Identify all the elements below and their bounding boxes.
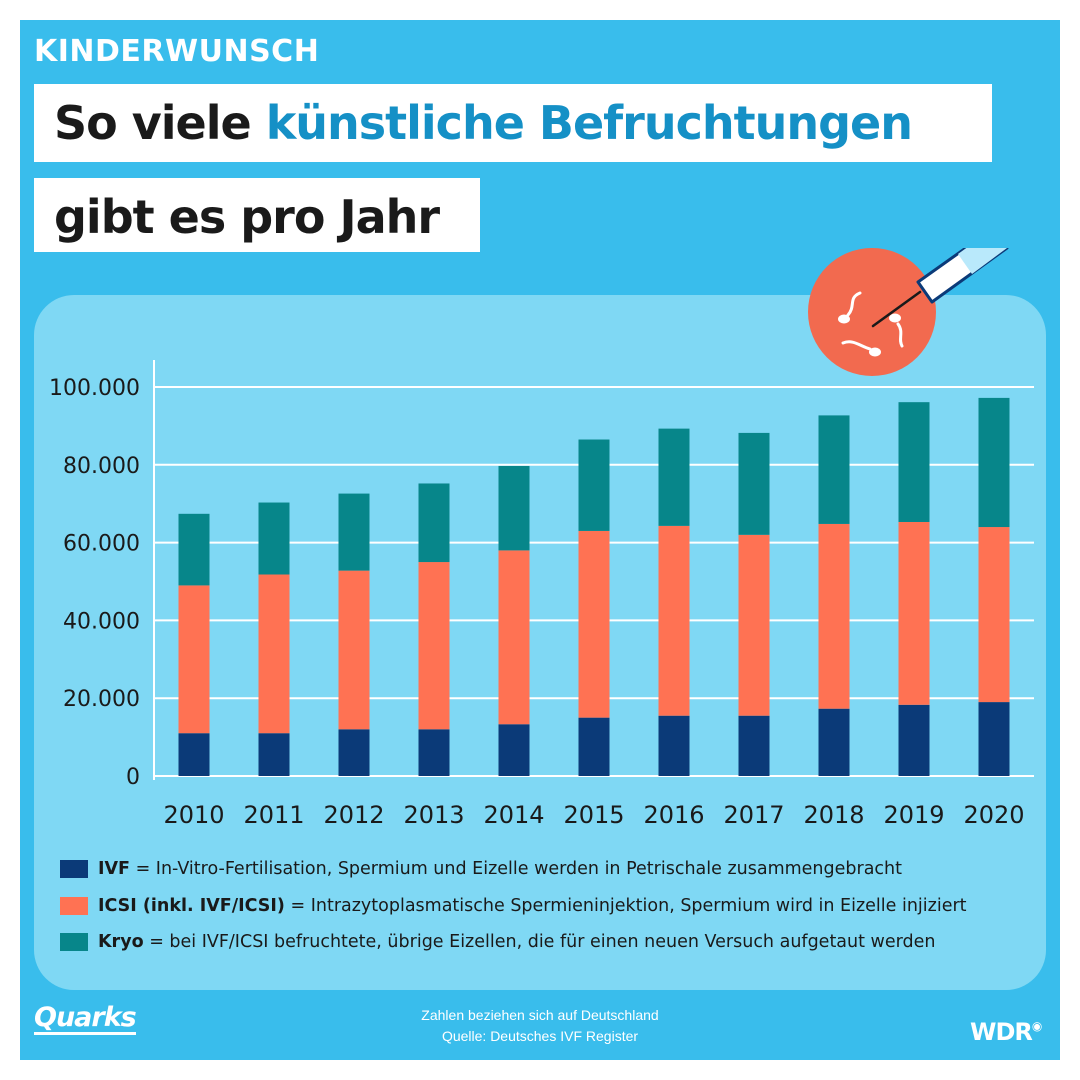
bar-segment: [978, 397, 1010, 528]
title-text: So viele: [54, 96, 266, 150]
wdr-logo-mark: ◉: [1031, 1019, 1043, 1033]
bar-segment: [178, 733, 210, 776]
x-tick-label: 2016: [643, 801, 704, 829]
bar-segment: [738, 715, 770, 776]
bar-segment: [418, 729, 450, 776]
bar-segment: [498, 724, 530, 776]
legend-swatch-ivf: [60, 860, 88, 878]
kicker: KINDERWUNSCH: [34, 34, 320, 69]
bar-segment: [338, 729, 370, 776]
bar-segment: [818, 523, 850, 709]
x-tick-label: 2014: [483, 801, 544, 829]
title-line-1: So viele künstliche Befruchtungen: [34, 84, 992, 162]
bar-segment: [978, 527, 1010, 703]
bar-segment: [498, 550, 530, 725]
bar-segment: [658, 428, 690, 526]
x-tick-label: 2017: [723, 801, 784, 829]
quarks-logo: Quarks: [34, 1002, 137, 1035]
y-tick-label: 20.000: [63, 687, 140, 712]
legend-key: ICSI (inkl. IVF/ICSI): [98, 896, 285, 916]
y-tick-label: 100.000: [49, 376, 140, 401]
legend-key: Kryo: [98, 932, 144, 952]
source-text: Quelle: Deutsches IVF Register: [441, 1028, 639, 1044]
x-tick-label: 2012: [323, 801, 384, 829]
bar-segment: [898, 521, 930, 705]
bar-segment: [418, 562, 450, 730]
bar-segment: [658, 715, 690, 776]
bar-segment: [578, 717, 610, 776]
sperm-icon: [838, 291, 904, 357]
bar-segment: [258, 574, 290, 734]
y-tick-label: 0: [126, 765, 140, 790]
bar-segment: [818, 415, 850, 524]
legend-key: IVF: [98, 859, 131, 879]
legend-swatch-icsi: [60, 897, 88, 915]
x-tick-label: 2011: [243, 801, 304, 829]
bars: [178, 397, 1010, 776]
bar-segment: [498, 465, 530, 551]
x-tick-label: 2010: [163, 801, 224, 829]
bar-segment: [178, 585, 210, 734]
bar-segment: [258, 502, 290, 575]
bar-segment: [658, 525, 690, 716]
legend-swatch-kryo: [60, 933, 88, 951]
bar-segment: [418, 483, 450, 563]
bar-segment: [898, 402, 930, 522]
x-tick-labels: 2010 2011 2012 2013 2014 2015 2016 2017 2018 2019…: [163, 801, 1024, 829]
bar-segment: [578, 439, 610, 531]
bar-segment: [578, 530, 610, 718]
legend-item-kryo: Kryo = bei IVF/ICSI befruchtete, übrige …: [60, 932, 935, 956]
bar-segment: [738, 432, 770, 535]
syringe-icon: [871, 248, 1009, 328]
x-tick-label: 2020: [963, 801, 1024, 829]
emblem-circle: [808, 248, 936, 376]
bar-segment: [898, 704, 930, 776]
chart-panel: 0 20.000 40.000 60.000 80.000 100.000 2010 201…: [34, 295, 1046, 990]
legend-item-icsi: ICSI (inkl. IVF/ICSI) = Intrazytoplasmat…: [60, 896, 967, 920]
legend-desc: = bei IVF/ICSI befruchtete, übrige Eizel…: [143, 932, 936, 952]
title-line-2: gibt es pro Jahr: [34, 178, 480, 252]
x-tick-label: 2013: [403, 801, 464, 829]
emblem: [808, 248, 1009, 376]
bar-segment: [338, 493, 370, 571]
bar-segment: [338, 570, 370, 730]
bar-segment: [978, 702, 1010, 776]
wdr-logo: WDR◉: [970, 1018, 1043, 1046]
legend-desc: = Intrazytoplasmatische Spermieninjektio…: [284, 896, 967, 916]
bar-segment: [818, 708, 850, 776]
bar-segment: [258, 733, 290, 776]
bar-segment: [738, 534, 770, 716]
note-text: Zahlen beziehen sich auf Deutschland: [421, 1007, 659, 1023]
y-tick-label: 40.000: [63, 609, 140, 634]
infographic: KINDERWUNSCH So viele künstliche Befruch…: [20, 20, 1060, 1060]
y-tick-label: 80.000: [63, 454, 140, 479]
legend-item-ivf: IVF = In-Vitro-Fertilisation, Spermium u…: [60, 859, 902, 883]
x-tick-label: 2019: [883, 801, 944, 829]
title-highlight: künstliche Befruchtungen: [265, 96, 913, 150]
wdr-logo-text: WDR: [970, 1018, 1033, 1046]
y-tick-labels: 0 20.000 40.000 60.000 80.000 100.000: [49, 376, 140, 790]
x-tick-label: 2015: [563, 801, 624, 829]
x-tick-label: 2018: [803, 801, 864, 829]
bar-segment: [178, 513, 210, 586]
y-tick-label: 60.000: [63, 532, 140, 557]
legend-desc: = In-Vitro-Fertilisation, Spermium und E…: [130, 859, 902, 879]
